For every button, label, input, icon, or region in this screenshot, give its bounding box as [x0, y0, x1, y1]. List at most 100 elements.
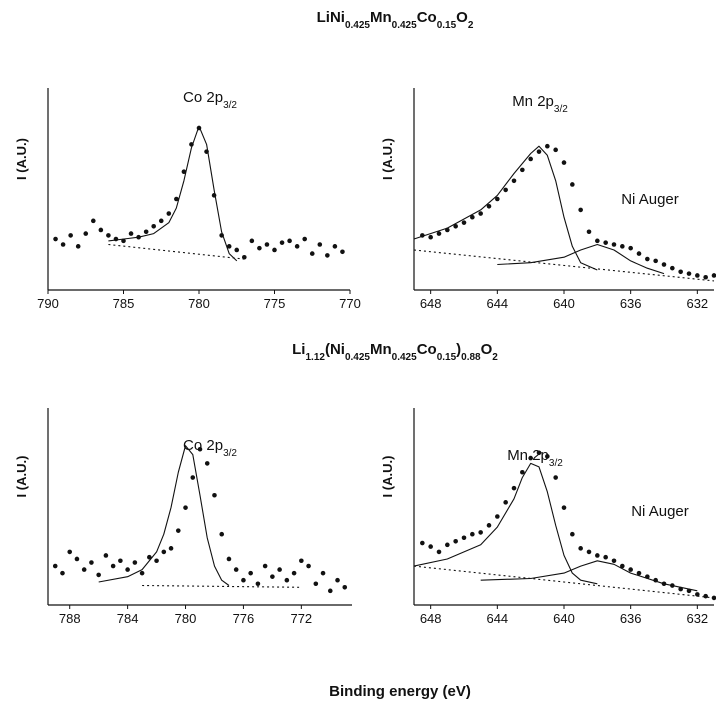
x-axis-label: Binding energy (eV)	[329, 683, 471, 700]
data-point	[603, 240, 608, 245]
subscript: 1.12	[305, 352, 325, 363]
subscript: 0.15	[437, 20, 457, 31]
x-tick-label: 780	[188, 296, 210, 311]
data-point	[553, 147, 558, 153]
data-point	[486, 203, 492, 209]
data-point	[335, 577, 340, 583]
data-point	[628, 245, 633, 251]
data-point	[586, 229, 592, 235]
annotation: Co 2p3/2	[183, 437, 237, 459]
data-point	[628, 567, 633, 572]
data-point	[294, 244, 300, 249]
data-point	[143, 229, 149, 235]
x-tick-label: 772	[290, 611, 312, 626]
fit-curve	[413, 462, 598, 585]
data-point	[453, 224, 458, 229]
data-point	[461, 535, 467, 541]
baseline	[108, 243, 245, 260]
text-part: Mn	[370, 9, 392, 26]
text-part: (Ni	[325, 341, 345, 358]
data-point	[190, 475, 196, 480]
data-point	[234, 247, 240, 253]
subscript: 3/2	[223, 448, 237, 459]
data-point	[279, 240, 285, 245]
data-point	[636, 251, 642, 256]
data-point	[695, 273, 700, 278]
data-point	[60, 242, 66, 247]
data-point	[428, 234, 433, 240]
data-point	[103, 553, 109, 558]
data-point	[678, 269, 683, 275]
text-part: Co 2p	[183, 437, 223, 454]
data-point	[132, 560, 138, 565]
subscript: 0.425	[345, 352, 370, 363]
y-axis-label: I (A.U.)	[380, 138, 395, 180]
data-point	[284, 577, 290, 583]
data-point	[68, 233, 73, 238]
x-tick-label: 775	[264, 296, 286, 311]
data-point	[212, 492, 217, 498]
text-part: O	[481, 341, 493, 358]
baseline	[413, 249, 715, 282]
text-part: )	[456, 341, 461, 358]
data-point	[536, 450, 542, 456]
subscript: 0.425	[345, 20, 370, 31]
data-point	[686, 271, 692, 276]
data-point	[511, 485, 517, 491]
data-point	[291, 570, 297, 576]
y-axis-label: I (A.U.)	[380, 456, 395, 498]
data-point	[470, 531, 475, 537]
data-point	[181, 169, 187, 174]
data-point	[118, 558, 123, 564]
data-point	[264, 242, 270, 247]
data-point	[183, 505, 188, 510]
data-point	[242, 254, 247, 260]
data-point	[257, 245, 262, 251]
data-point	[453, 538, 458, 544]
data-point	[219, 531, 225, 537]
data-point	[233, 567, 239, 572]
data-point	[151, 224, 156, 229]
annotation: Co 2p3/2	[183, 89, 237, 111]
fit-curve	[480, 560, 698, 592]
data-point	[161, 549, 167, 555]
data-point	[428, 544, 433, 549]
data-point	[611, 242, 617, 247]
subscript: 2	[492, 352, 498, 363]
data-point	[620, 563, 625, 569]
data-point	[495, 514, 500, 519]
data-point	[67, 549, 73, 555]
text-part: LiNi	[317, 9, 345, 26]
x-tick-label: 790	[37, 296, 59, 311]
text-part: Co	[417, 9, 437, 26]
data-point	[60, 570, 65, 576]
data-point	[154, 558, 159, 564]
data-point	[89, 560, 94, 565]
data-point	[272, 247, 277, 253]
data-point	[645, 256, 650, 262]
data-point	[204, 461, 210, 466]
data-point	[545, 143, 550, 149]
text-part: Co 2p	[183, 89, 223, 106]
data-point	[561, 160, 567, 165]
data-point	[249, 238, 255, 244]
data-point	[636, 570, 642, 576]
data-point	[578, 207, 583, 213]
x-tick-label: 632	[686, 611, 708, 626]
x-tick-label: 636	[620, 611, 642, 626]
data-point	[139, 570, 145, 576]
data-point	[661, 262, 667, 267]
subscript: 3/2	[554, 104, 568, 115]
data-point	[174, 196, 179, 202]
data-point	[670, 265, 675, 271]
fit-curve	[497, 243, 665, 275]
data-point	[570, 182, 575, 187]
data-point	[91, 218, 96, 224]
data-point	[166, 211, 172, 216]
text-part: Ni Auger	[631, 503, 689, 520]
data-point	[287, 238, 292, 244]
data-point	[313, 581, 319, 587]
data-point	[503, 500, 508, 505]
data-point	[495, 196, 500, 202]
